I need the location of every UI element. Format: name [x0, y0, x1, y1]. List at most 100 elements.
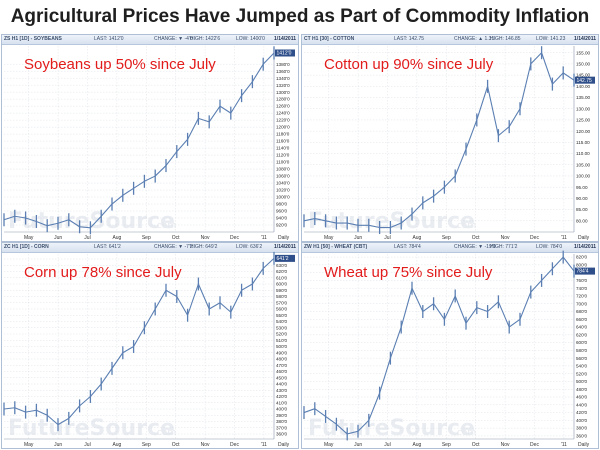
y-tick-label: 150.00 [576, 62, 590, 67]
x-tick-label: Sep [442, 442, 451, 448]
high-label: HIGH: 771'2 [490, 244, 518, 250]
x-tick-label: Jul [84, 235, 90, 241]
chart-header: ZC H1 [1D] - CORN LAST: 641'2 CHANGE: ▼ … [2, 243, 298, 253]
y-tick-label: 1320'0 [276, 83, 290, 88]
symbol-label: CT H1 [30] - COTTON [304, 36, 355, 42]
last-price-label: 1412'0 [277, 51, 292, 57]
y-tick-label: 360'0 [576, 433, 588, 438]
y-tick-label: 1340'0 [276, 76, 290, 81]
y-tick-label: 660'0 [576, 317, 588, 322]
last-label: LAST: 142.75 [394, 36, 425, 42]
x-tick-label: Oct [472, 442, 480, 448]
y-tick-label: 1060'0 [276, 174, 290, 179]
high-label: HIGH: 1422'6 [190, 36, 221, 42]
y-tick-label: 740'0 [576, 286, 588, 291]
x-tick-label: '11 [561, 442, 567, 448]
y-tick-label: 420'0 [576, 410, 588, 415]
watermark-suffix: .com [154, 221, 176, 231]
date-label: 1/14/2011 [574, 36, 596, 42]
y-tick-label: 1100'0 [276, 160, 290, 165]
y-tick-label: 1200'0 [276, 125, 290, 130]
y-tick-label: 400'0 [276, 407, 288, 412]
y-tick-label: 1280'0 [276, 97, 290, 102]
y-tick-label: 430'0 [276, 388, 288, 393]
last-label: LAST: 784'4 [394, 244, 421, 250]
y-tick-label: 800'0 [576, 262, 588, 267]
y-tick-label: 1040'0 [276, 181, 290, 186]
x-tick-label: Aug [412, 442, 421, 448]
x-tick-label: Oct [172, 235, 180, 241]
y-tick-label: 1180'0 [276, 132, 290, 137]
y-tick-label: 460'0 [576, 395, 588, 400]
chart-header: ZW H1 [50] - WHEAT (CBT) LAST: 784'4 CHA… [302, 243, 598, 253]
date-label: 1/14/2011 [574, 244, 596, 250]
y-tick-label: 95.00 [576, 185, 588, 190]
y-tick-label: 420'0 [276, 394, 288, 399]
watermark: FutureSource [308, 209, 475, 234]
low-label: LOW: 141.23 [536, 36, 566, 42]
x-tick-label: '11 [261, 442, 267, 448]
x-tick-label: Jun [54, 442, 62, 448]
last-price-bg [575, 76, 595, 84]
high-label: HIGH: 649'2 [190, 244, 218, 250]
price-line [303, 256, 575, 435]
x-tick-label: May [324, 442, 334, 448]
x-tick-label: Daily [278, 442, 290, 448]
y-tick-label: 380'0 [276, 419, 288, 424]
y-tick-label: 580'0 [276, 294, 288, 299]
y-tick-label: 610'0 [276, 275, 288, 280]
y-tick-label: 620'0 [576, 332, 588, 337]
y-tick-label: 620'0 [276, 269, 288, 274]
y-tick-label: 560'0 [276, 307, 288, 312]
y-tick-label: 125.00 [576, 118, 590, 123]
x-tick-label: Sep [142, 235, 151, 241]
last-price-label: 641'2 [277, 256, 289, 262]
x-tick-label: Dec [230, 235, 239, 241]
y-tick-label: 1380'0 [276, 62, 290, 67]
annotation: Cotton up 90% since July [324, 56, 494, 73]
last-price-box: 784'4 [575, 267, 595, 275]
annotation: Soybeans up 50% since July [24, 56, 216, 73]
price-plot: FutureSource.com 155.00 150.00 145.00 140.00… [303, 46, 595, 241]
y-tick-label: 540'0 [276, 319, 288, 324]
x-tick-label: Jun [354, 235, 362, 241]
y-tick-label: 570'0 [276, 300, 288, 305]
y-tick-label: 1080'0 [276, 167, 290, 172]
x-tick-label: Jun [354, 442, 362, 448]
y-tick-label: 600'0 [276, 282, 288, 287]
y-tick-label: 400'0 [576, 418, 588, 423]
last-price-bg [575, 267, 595, 275]
chart-header: ZS H1 [1D] - SOYBEANS LAST: 1412'0 CHANG… [2, 35, 298, 45]
y-tick-label: 1300'0 [276, 90, 290, 95]
last-price-box: 641'2 [275, 254, 295, 262]
last-price-box: 1412'0 [275, 49, 295, 57]
symbol-label: ZS H1 [1D] - SOYBEANS [4, 36, 62, 42]
y-tick-label: 540'0 [576, 364, 588, 369]
price-plot: FutureSource.com820'0800'0780'0760'0740'… [303, 250, 595, 448]
y-tick-label: 440'0 [576, 402, 588, 407]
y-tick-label: 820'0 [576, 255, 588, 260]
y-tick-label: 115.00 [576, 140, 590, 145]
last-price-bg [275, 254, 295, 262]
x-tick-label: Dec [530, 442, 539, 448]
x-tick-label: Oct [472, 235, 480, 241]
wheat-chart: ZW H1 [50] - WHEAT (CBT) LAST: 784'4 CHA… [301, 242, 599, 449]
y-tick-label: 1240'0 [276, 111, 290, 116]
annotation: Wheat up 75% since July [324, 264, 493, 281]
watermark: FutureSource [8, 416, 175, 441]
y-tick-label: 370'0 [276, 425, 288, 430]
x-tick-label: Nov [501, 442, 510, 448]
y-tick-label: 80.00 [576, 218, 588, 223]
y-tick-label: 1160'0 [276, 139, 290, 144]
change-label: CHANGE: ▼ -19'0 [454, 244, 496, 250]
x-tick-label: Nov [201, 442, 210, 448]
watermark-suffix: .com [154, 428, 176, 438]
y-tick-label: 940'0 [276, 216, 288, 221]
last-price-label: 784'4 [577, 269, 589, 275]
change-label: CHANGE: ▲ 1.31 [454, 36, 495, 42]
last-price-box: 142.75 [575, 76, 595, 84]
y-tick-label: 130.00 [576, 106, 590, 111]
y-tick-label: 1220'0 [276, 118, 290, 123]
soybeans-chart: ZS H1 [1D] - SOYBEANS LAST: 1412'0 CHANG… [1, 34, 299, 242]
last-label: LAST: 641'2 [94, 244, 121, 250]
